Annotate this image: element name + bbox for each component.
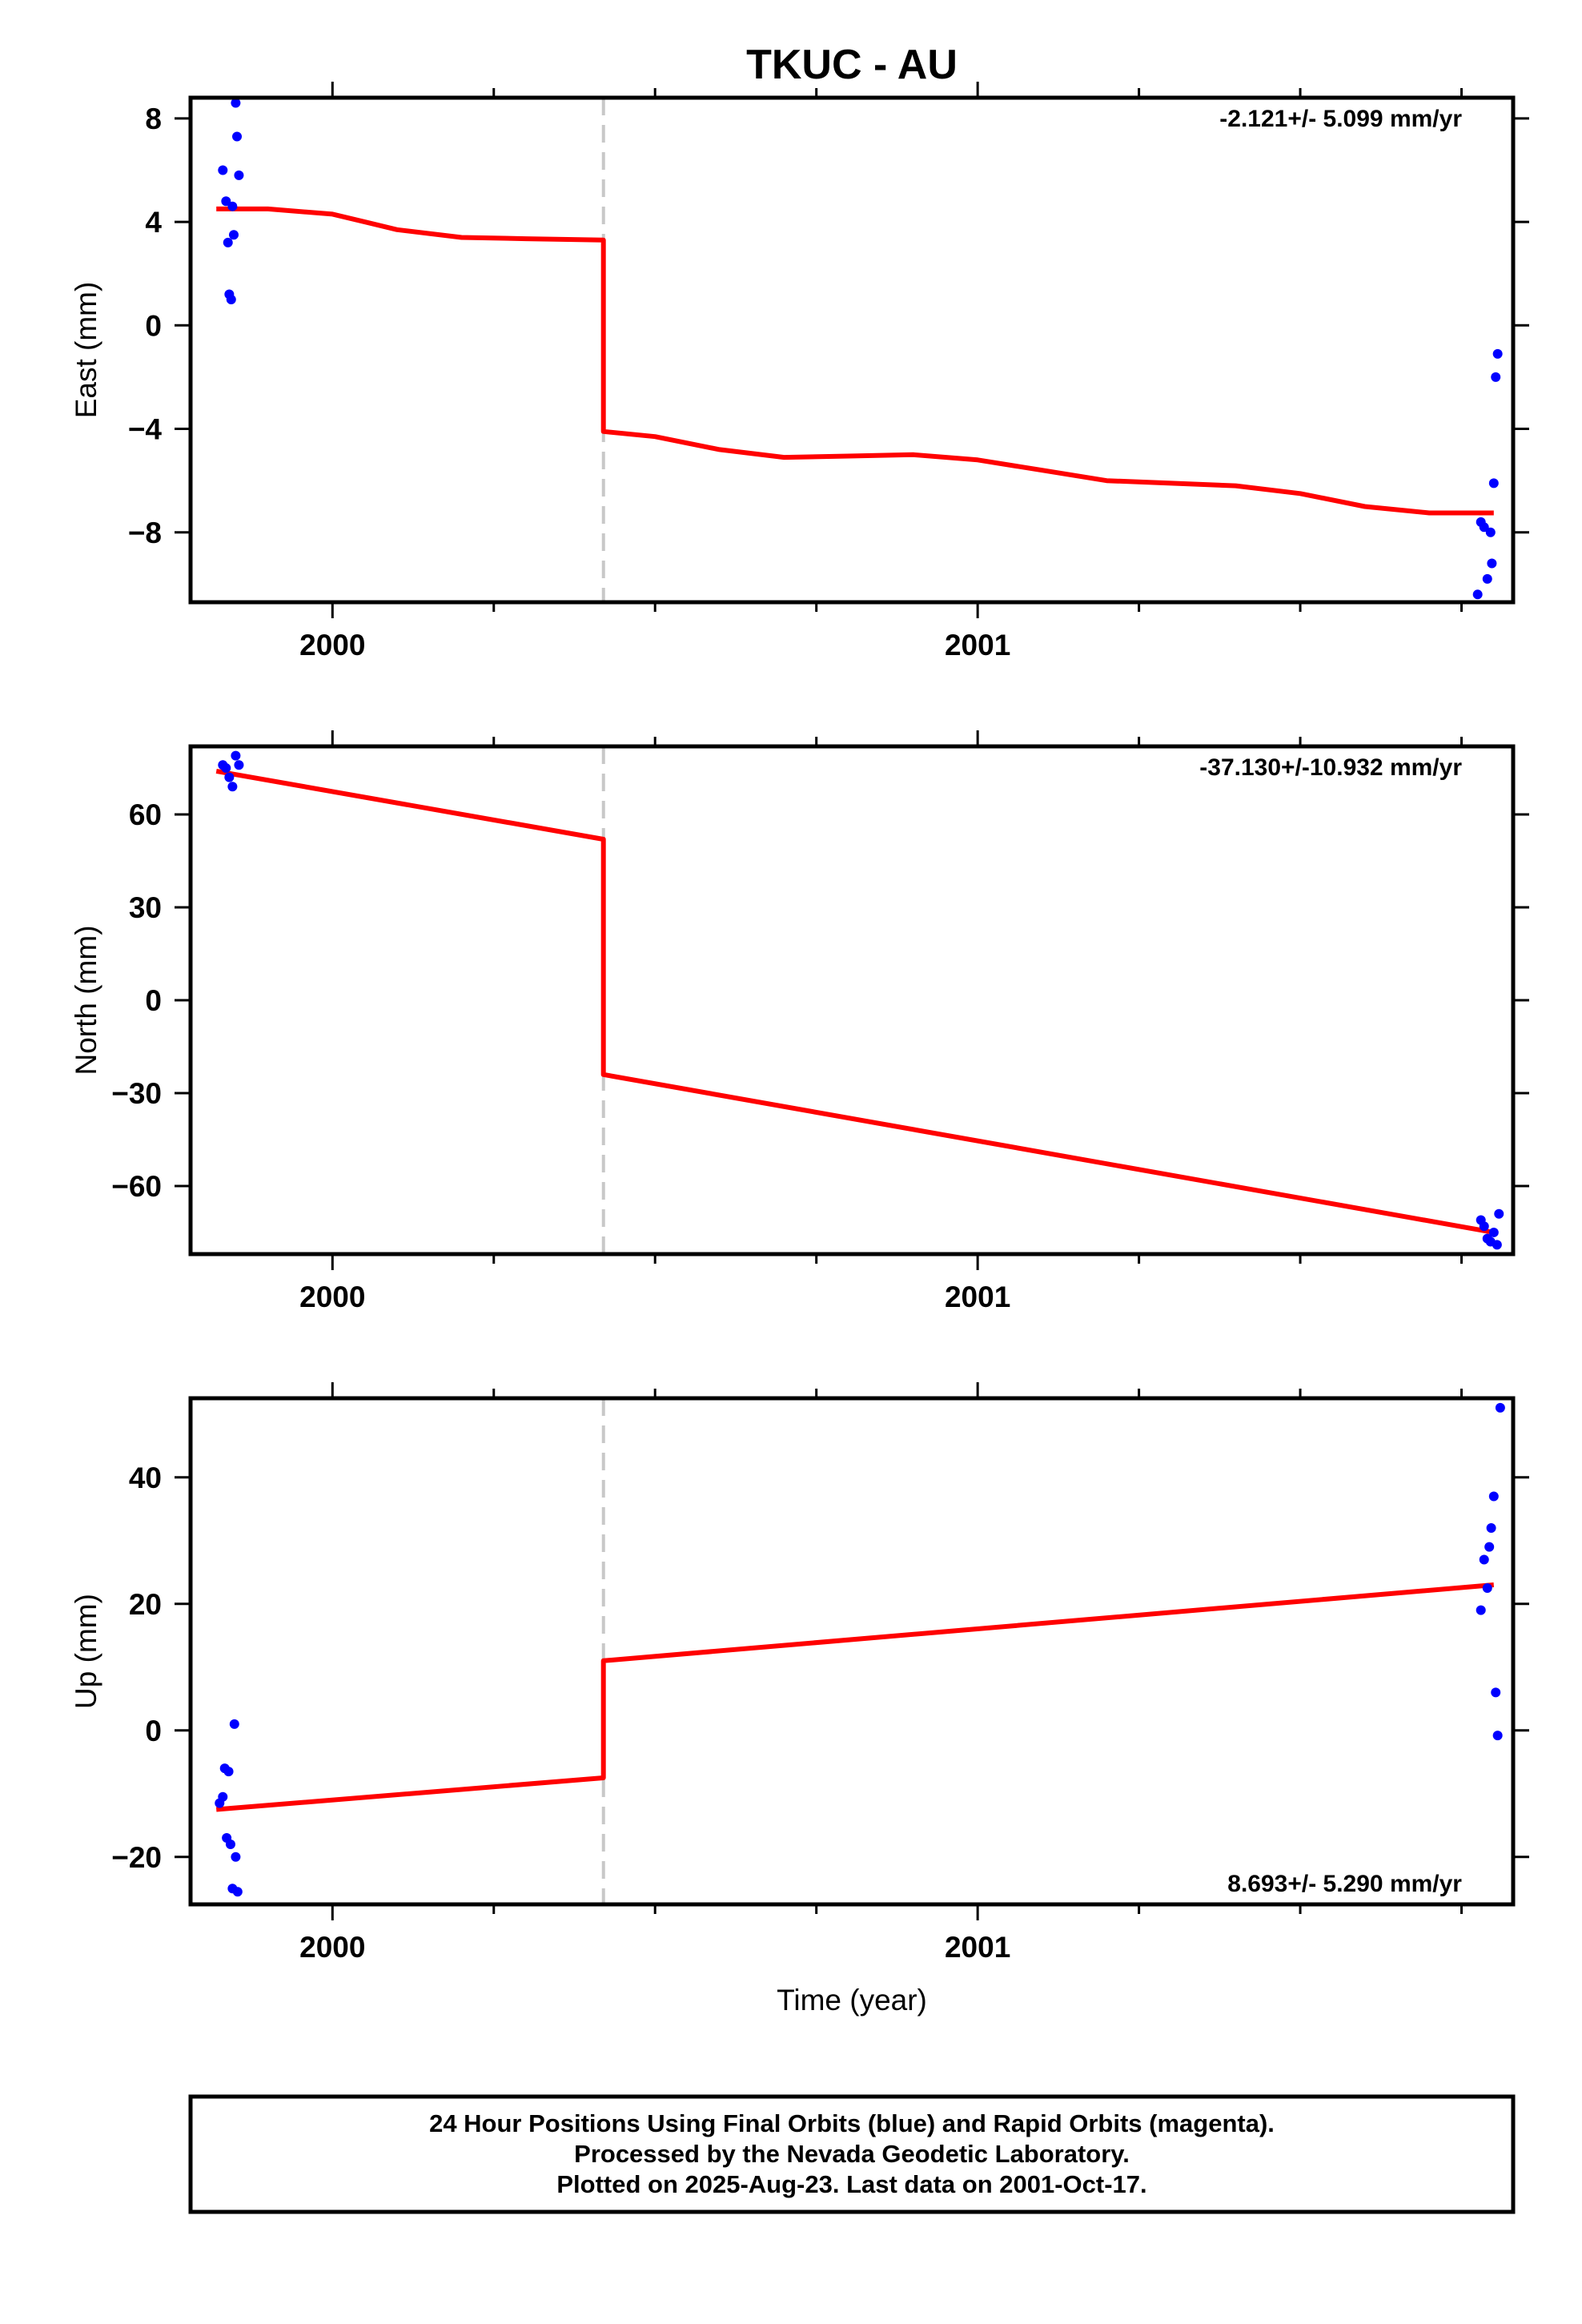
east-panel: 2000 2001 8 4 0 −4 −8 East (mm) -2.121+/- 5.099 … [70, 82, 1529, 661]
data-point [221, 196, 231, 207]
x-tick-label: 2000 [299, 1281, 365, 1313]
data-point [1488, 1227, 1499, 1237]
data-point [227, 201, 238, 211]
data-point [1486, 1522, 1496, 1533]
model-fit-line [215, 768, 1495, 1235]
north-panel: 2000 2001 60 30 0 −30 −60 North (mm) -37.130+/-1… [70, 730, 1529, 1313]
data-point [234, 760, 244, 770]
y-tick-label: 60 [129, 798, 162, 831]
data-point [1487, 558, 1497, 569]
x-tick-label: 2001 [945, 1281, 1010, 1313]
x-tick-label: 2001 [945, 629, 1010, 661]
footer-line-2: Processed by the Nevada Geodetic Laborat… [574, 2140, 1130, 2168]
data-point [1488, 1491, 1499, 1502]
model-fit-line [216, 206, 1494, 516]
data-point [223, 1767, 234, 1777]
data-point [232, 131, 243, 142]
y-tick-label: 20 [129, 1588, 162, 1621]
data-point [224, 772, 235, 782]
y-tick-label: −20 [111, 1841, 162, 1874]
data-point [231, 1852, 241, 1862]
data-point [1479, 1221, 1489, 1232]
footer-line-1: 24 Hour Positions Using Final Orbits (bl… [429, 2109, 1275, 2137]
model-fit-line [215, 1582, 1495, 1812]
y-tick-label: −8 [128, 517, 162, 549]
data-point [228, 230, 239, 240]
y-tick-label: 0 [145, 984, 162, 1017]
data-point [1479, 522, 1489, 533]
y-tick-label: 40 [129, 1462, 162, 1494]
data-point [1476, 1605, 1486, 1615]
data-point [1482, 1583, 1492, 1593]
y-tick-label: −60 [111, 1170, 162, 1203]
up-panel: 2000 2001 40 20 0 −20 Up (mm) 8.693+/- 5.290 mm… [70, 1382, 1529, 1964]
y-tick-label: 4 [145, 206, 162, 239]
y-tick-label: 0 [145, 309, 162, 342]
x-tick-label: 2000 [299, 1931, 365, 1964]
data-point [1492, 1240, 1502, 1250]
x-axis-label: Time (year) [777, 1984, 927, 2016]
data-point [232, 1887, 243, 1897]
data-point [1484, 1542, 1495, 1552]
data-point [218, 1791, 228, 1802]
footer-frame [188, 2094, 1516, 2214]
y-axis-label: Up (mm) [70, 1594, 102, 1709]
data-point [1472, 589, 1483, 600]
data-point [229, 1719, 239, 1729]
x-tick-label: 2001 [945, 1931, 1010, 1964]
plot-frame [188, 95, 1516, 605]
data-point [223, 237, 233, 247]
velocity-label: -37.130+/-10.932 mm/yr [1199, 754, 1462, 781]
plot-frame [188, 1396, 1516, 1907]
data-point [221, 763, 231, 774]
data-point [1488, 478, 1499, 489]
footer-box: 24 Hour Positions Using Final Orbits (bl… [188, 2094, 1516, 2214]
data-point [1485, 527, 1496, 537]
data-point [1492, 348, 1503, 359]
y-axis-label: North (mm) [70, 925, 102, 1075]
data-point [1494, 1208, 1504, 1219]
y-tick-label: 0 [145, 1715, 162, 1747]
data-point [218, 165, 228, 175]
data-point [226, 295, 236, 304]
y-tick-label: −30 [111, 1077, 162, 1110]
data-point [1482, 573, 1492, 584]
data-point [227, 782, 238, 792]
data-point [225, 1839, 235, 1849]
data-point [1495, 1402, 1505, 1413]
chart-title: TKUC - AU [746, 42, 958, 88]
y-tick-label: −4 [128, 413, 163, 446]
data-point [1491, 1687, 1501, 1698]
velocity-label: 8.693+/- 5.290 mm/yr [1227, 1871, 1462, 1897]
x-tick-label: 2000 [299, 629, 365, 661]
y-tick-label: 8 [145, 103, 162, 135]
data-point [1492, 1731, 1503, 1741]
data-point [1479, 1554, 1489, 1565]
data-point [234, 170, 244, 180]
y-axis-label: East (mm) [70, 282, 102, 419]
data-point [1491, 372, 1501, 382]
data-point [231, 750, 241, 761]
footer-line-3: Plotted on 2025-Aug-23. Last data on 200… [556, 2170, 1146, 2198]
data-point [231, 98, 241, 108]
plot-frame [188, 744, 1516, 1256]
velocity-label: -2.121+/- 5.099 mm/yr [1219, 106, 1462, 132]
y-tick-label: 30 [129, 891, 162, 924]
